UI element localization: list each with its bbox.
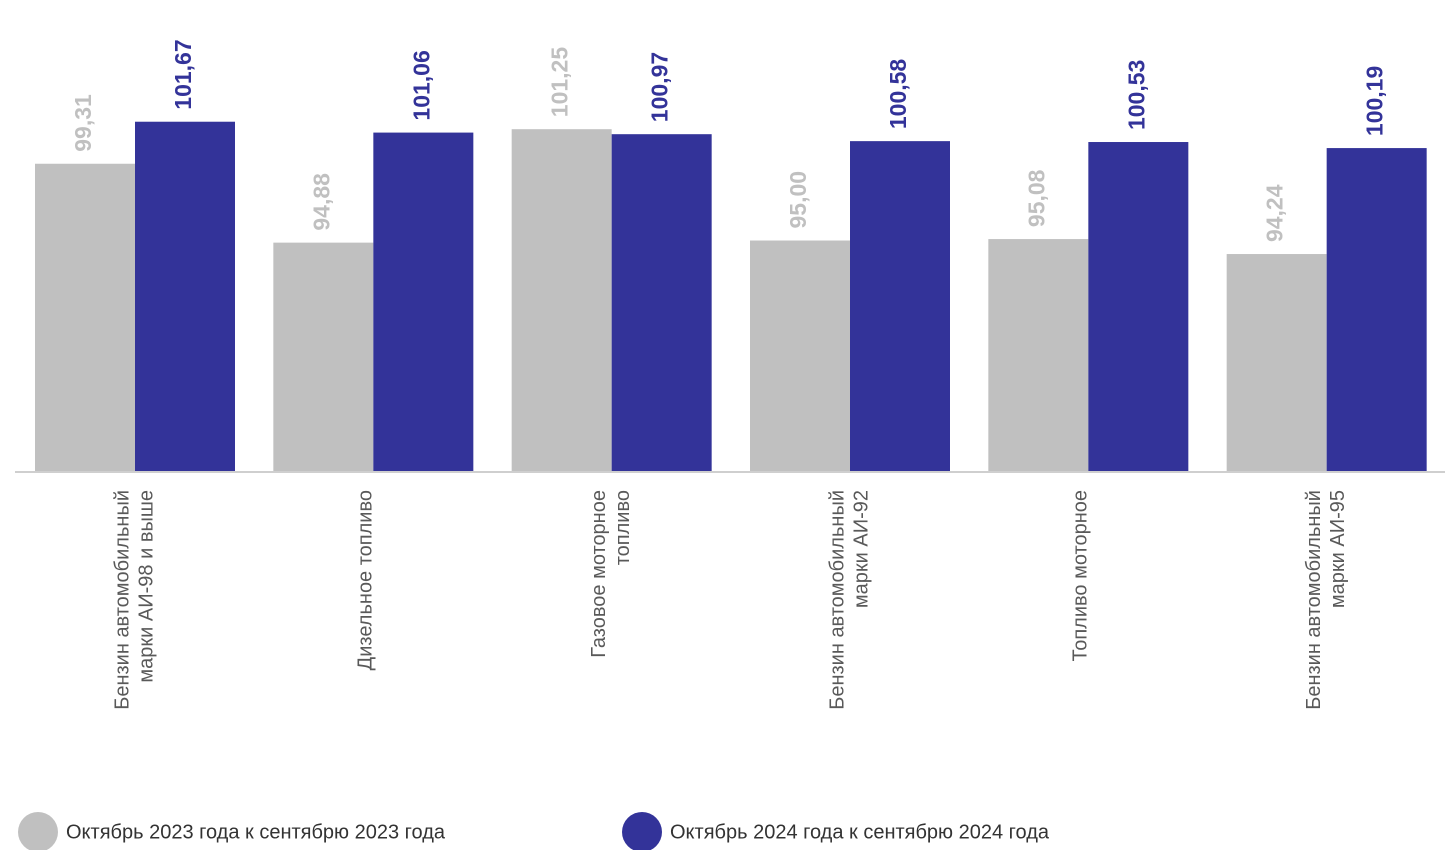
value-label: 99,31 <box>70 94 96 152</box>
bar <box>511 129 612 473</box>
x-tick-label: марки АИ-98 и выше <box>135 490 157 683</box>
value-label: 95,00 <box>785 171 811 229</box>
x-tick-label: Бензин автомобильный <box>111 490 133 710</box>
value-label: 101,25 <box>547 47 573 118</box>
x-tick-label: топливо <box>612 490 634 565</box>
value-label: 95,08 <box>1023 169 1049 227</box>
bar <box>1226 254 1327 472</box>
legend-marker <box>622 812 662 850</box>
bar <box>135 121 235 473</box>
value-label: 101,67 <box>170 39 196 109</box>
legend-marker <box>18 812 58 850</box>
value-label: 101,06 <box>408 50 434 120</box>
x-tick-label: Дизельное топливо <box>355 490 377 670</box>
bar <box>1326 148 1427 473</box>
x-tick-label: Бензин автомобильный <box>826 490 848 710</box>
x-tick-label: марки АИ-92 <box>850 490 872 608</box>
x-tick-label: Бензин автомобильный <box>1303 490 1325 710</box>
bar <box>1088 142 1189 472</box>
bar <box>273 242 374 472</box>
x-tick-label: Топливо моторное <box>1070 490 1092 661</box>
value-label: 100,97 <box>647 52 673 122</box>
x-tick-label: Газовое моторное <box>588 490 610 658</box>
bar <box>35 163 135 472</box>
bar <box>750 240 850 472</box>
bar <box>850 141 950 473</box>
bar <box>988 239 1089 472</box>
value-label: 94,24 <box>1262 184 1288 242</box>
value-label: 100,19 <box>1362 66 1388 136</box>
x-tick-label: марки АИ-95 <box>1327 490 1349 608</box>
bar <box>611 134 712 472</box>
legend-label: Октябрь 2023 года к сентябрю 2023 года <box>66 821 446 843</box>
value-label: 100,53 <box>1123 60 1149 130</box>
legend-label: Октябрь 2024 года к сентябрю 2024 года <box>670 821 1050 843</box>
bar <box>373 132 474 472</box>
value-label: 100,58 <box>885 59 911 130</box>
value-label: 94,88 <box>308 173 334 231</box>
